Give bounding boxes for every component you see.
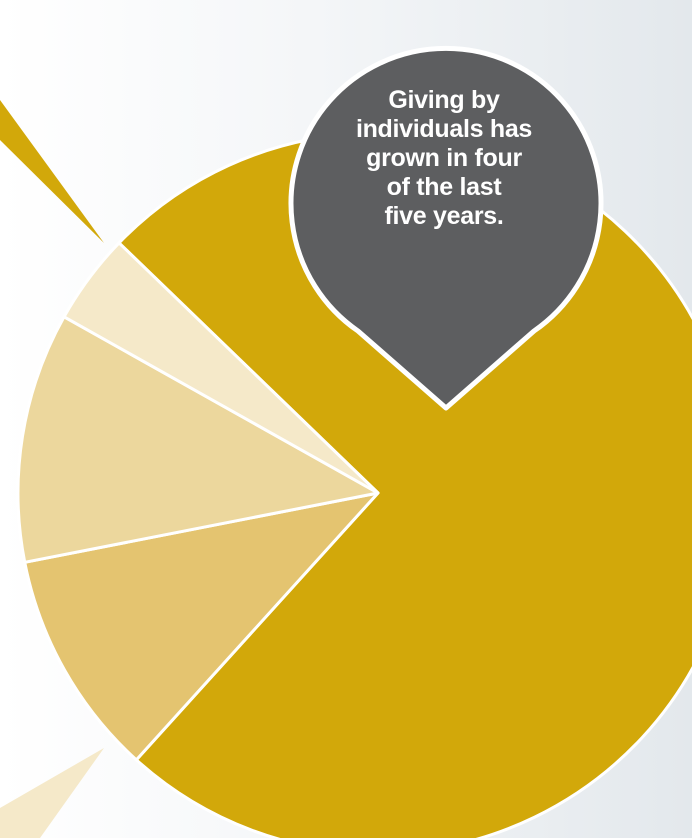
pie-slice-4	[62, 241, 380, 495]
callout-line: individuals has	[355, 115, 533, 143]
pie-slice-3	[16, 315, 380, 564]
callout-line: Giving by	[388, 86, 500, 114]
callout-bubble	[288, 45, 604, 411]
pie-slice-2	[23, 491, 380, 762]
callout-line: five years.	[384, 202, 504, 230]
callout-text: Giving by individuals has grown in four …	[318, 86, 570, 231]
pointer-top	[0, 100, 104, 243]
pointer-bottom	[0, 748, 104, 838]
callout-line: of the last	[386, 173, 502, 201]
callout-line: grown in four	[366, 144, 522, 172]
